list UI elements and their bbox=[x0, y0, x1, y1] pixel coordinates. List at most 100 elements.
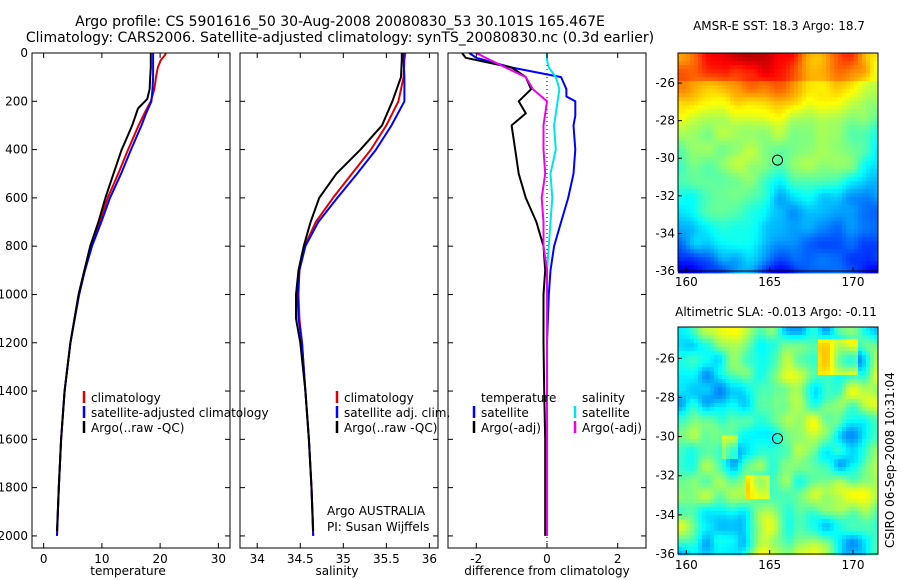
field-cell bbox=[742, 479, 747, 484]
field-cell bbox=[842, 193, 847, 198]
field-cell bbox=[834, 399, 839, 404]
x-tick-label: 0 bbox=[40, 552, 48, 566]
field-cell bbox=[834, 395, 839, 400]
field-cell bbox=[698, 427, 703, 432]
field-cell bbox=[678, 129, 683, 134]
field-cell bbox=[766, 73, 771, 78]
field-cell bbox=[722, 201, 727, 206]
field-cell bbox=[694, 379, 699, 384]
field-cell bbox=[730, 395, 735, 400]
field-cell bbox=[678, 455, 683, 460]
field-cell bbox=[746, 133, 751, 138]
field-cell bbox=[750, 367, 755, 372]
field-cell bbox=[686, 93, 691, 98]
field-cell bbox=[698, 383, 703, 388]
sla-map-panel: Altimetric SLA: -0.013 Argo: -0.11 160 16… bbox=[655, 305, 879, 572]
field-cell bbox=[826, 113, 831, 118]
field-cell bbox=[830, 161, 835, 166]
field-cell bbox=[778, 339, 783, 344]
field-cell bbox=[754, 85, 759, 90]
field-cell bbox=[810, 57, 815, 62]
field-cell bbox=[782, 411, 787, 416]
field-cell bbox=[782, 403, 787, 408]
field-cell bbox=[866, 161, 871, 166]
field-cell bbox=[862, 237, 867, 242]
field-cell bbox=[838, 229, 843, 234]
field-cell bbox=[834, 447, 839, 452]
field-cell bbox=[722, 359, 727, 364]
field-cell bbox=[738, 233, 743, 238]
field-cell bbox=[806, 467, 811, 472]
field-cell bbox=[774, 221, 779, 226]
field-cell bbox=[874, 379, 879, 384]
field-cell bbox=[838, 193, 843, 198]
field-cell bbox=[846, 443, 851, 448]
field-cell bbox=[814, 197, 819, 202]
field-cell bbox=[746, 229, 751, 234]
field-cell bbox=[738, 339, 743, 344]
field-cell bbox=[694, 253, 699, 258]
field-cell bbox=[834, 241, 839, 246]
field-cell bbox=[714, 93, 719, 98]
field-cell bbox=[754, 153, 759, 158]
field-cell bbox=[778, 85, 783, 90]
field-cell bbox=[682, 479, 687, 484]
field-cell bbox=[794, 149, 799, 154]
field-cell bbox=[802, 173, 807, 178]
field-cell bbox=[694, 209, 699, 214]
field-cell bbox=[734, 399, 739, 404]
field-cell bbox=[858, 395, 863, 400]
field-cell bbox=[730, 181, 735, 186]
field-cell bbox=[826, 177, 831, 182]
field-cell bbox=[686, 347, 691, 352]
field-cell bbox=[722, 411, 727, 416]
field-cell bbox=[794, 359, 799, 364]
field-cell bbox=[814, 257, 819, 262]
field-cell bbox=[762, 249, 767, 254]
field-cell bbox=[810, 121, 815, 126]
field-cell bbox=[838, 439, 843, 444]
field-cell bbox=[702, 209, 707, 214]
field-cell bbox=[818, 387, 823, 392]
field-cell bbox=[798, 479, 803, 484]
field-cell bbox=[842, 419, 847, 424]
field-cell bbox=[718, 181, 723, 186]
field-cell bbox=[758, 113, 763, 118]
field-cell bbox=[866, 387, 871, 392]
field-cell bbox=[718, 331, 723, 336]
field-cell bbox=[778, 439, 783, 444]
field-cell bbox=[794, 395, 799, 400]
field-cell bbox=[822, 487, 827, 492]
field-cell bbox=[682, 185, 687, 190]
field-cell bbox=[698, 233, 703, 238]
field-cell bbox=[766, 249, 771, 254]
field-cell bbox=[790, 487, 795, 492]
field-cell bbox=[730, 173, 735, 178]
field-cell bbox=[862, 209, 867, 214]
field-cell bbox=[706, 221, 711, 226]
field-cell bbox=[682, 189, 687, 194]
field-cell bbox=[786, 371, 791, 376]
field-cell bbox=[702, 161, 707, 166]
field-cell bbox=[774, 141, 779, 146]
field-cell bbox=[782, 229, 787, 234]
field-cell bbox=[834, 157, 839, 162]
field-cell bbox=[682, 483, 687, 488]
field-cell bbox=[850, 177, 855, 182]
field-cell bbox=[806, 375, 811, 380]
field-cell bbox=[718, 343, 723, 348]
field-cell bbox=[830, 109, 835, 114]
field-cell bbox=[714, 161, 719, 166]
field-cell bbox=[774, 335, 779, 340]
field-cell bbox=[774, 371, 779, 376]
field-cell bbox=[762, 403, 767, 408]
field-cell bbox=[702, 335, 707, 340]
field-cell bbox=[710, 85, 715, 90]
field-cell bbox=[702, 265, 707, 270]
field-cell bbox=[706, 423, 711, 428]
field-cell bbox=[754, 229, 759, 234]
field-cell bbox=[686, 81, 691, 86]
field-cell bbox=[838, 165, 843, 170]
field-cell bbox=[706, 189, 711, 194]
field-cell bbox=[678, 431, 683, 436]
